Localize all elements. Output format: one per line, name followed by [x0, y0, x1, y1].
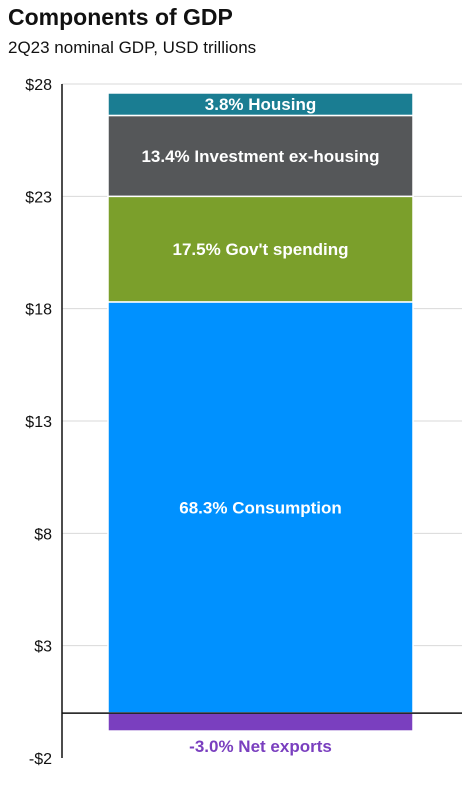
bar-segment-investment-ex-housing — [107, 114, 414, 198]
chart-subtitle: 2Q23 nominal GDP, USD trillions — [8, 38, 257, 57]
bar-segment-housing — [107, 92, 414, 117]
y-tick-label: $23 — [25, 189, 52, 206]
y-tick-label: $13 — [25, 414, 52, 431]
y-tick-label: $18 — [25, 302, 52, 319]
chart-title: Components of GDP — [8, 4, 233, 30]
bar-segment-net-exports — [107, 712, 414, 732]
segment-label: 68.3% Consumption — [179, 498, 341, 517]
bar-segment-consumption — [107, 301, 414, 714]
segment-label: 3.8% Housing — [205, 95, 316, 114]
y-tick-label: $3 — [34, 639, 52, 656]
segment-label: -3.0% Net exports — [189, 737, 332, 756]
segment-label: 13.4% Investment ex-housing — [141, 147, 379, 166]
y-tick-label: $8 — [34, 526, 52, 543]
y-tick-label: -$2 — [29, 751, 52, 768]
segment-label: 17.5% Gov't spending — [173, 240, 349, 259]
bar-segment-gov-t-spending — [107, 195, 414, 303]
y-tick-label: $28 — [25, 77, 52, 94]
